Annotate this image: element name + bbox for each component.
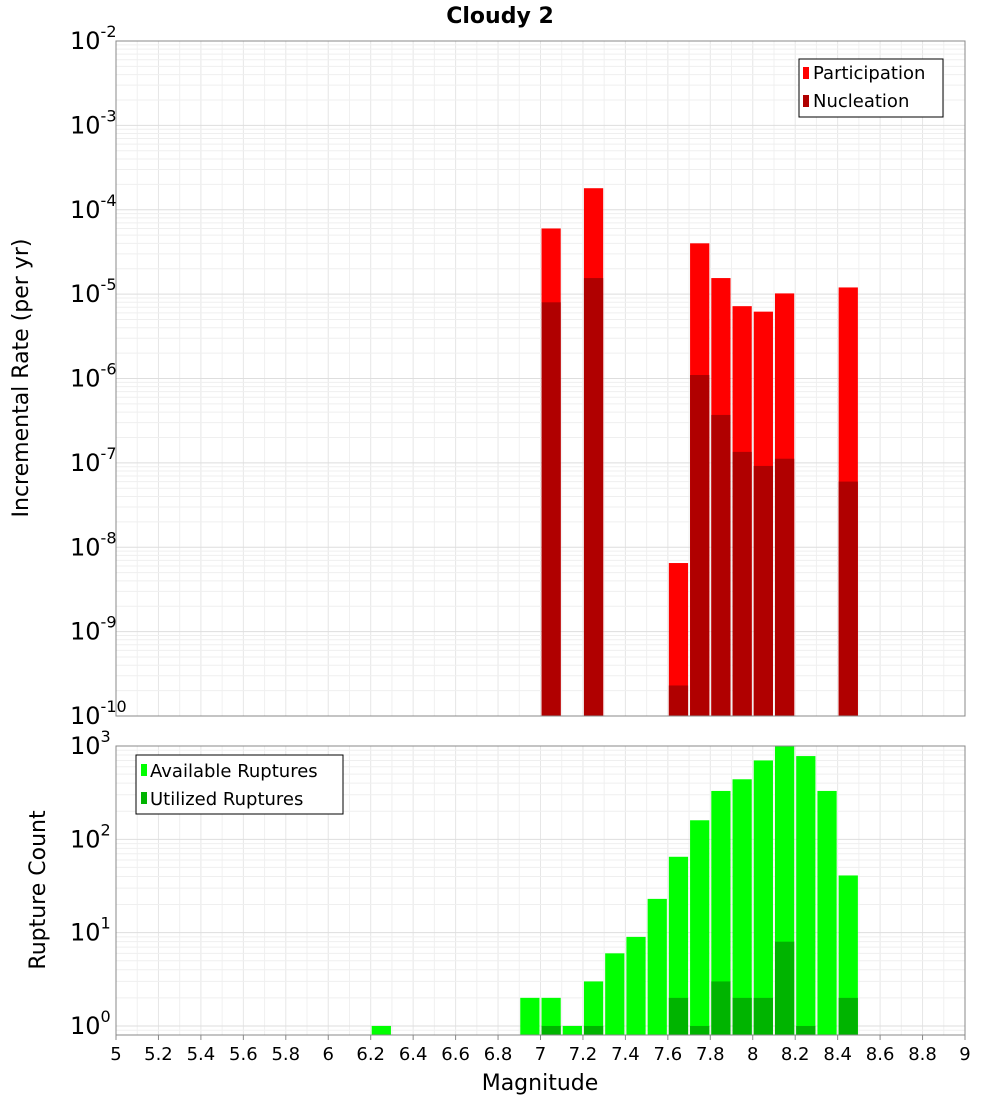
- x-tick-label: 8.8: [908, 1044, 937, 1065]
- bar-utilized-ruptures: [732, 997, 752, 1035]
- y-tick-label: 100: [70, 1007, 111, 1040]
- bottom-grid: [115, 745, 966, 1036]
- bottom-panel-count: 100 101 102 103 5 5.2 5.4 5.6 5.8 6 6.2 6.4 6.6 6.8 7…: [26, 727, 971, 1096]
- bar-nucleation: [753, 465, 773, 716]
- bar-utilized-ruptures: [541, 1025, 561, 1035]
- legend-swatch-available: [141, 764, 147, 776]
- bottom-legend-box: [135, 754, 344, 815]
- bar-nucleation: [838, 481, 858, 716]
- bar-nucleation: [732, 451, 752, 716]
- legend-label-participation: Participation: [813, 63, 925, 84]
- top-y-ticks: 10-10 10-9 10-8 10-7 10-6 10-5 10-4 10-3 10-2: [70, 22, 127, 730]
- bar-nucleation: [690, 375, 710, 716]
- y-tick-label: 10-4: [70, 191, 117, 224]
- x-tick-label: 7: [535, 1044, 546, 1065]
- bar-nucleation: [583, 278, 604, 716]
- bar-available-ruptures: [753, 760, 773, 1035]
- bar-available-ruptures: [541, 997, 561, 1035]
- legend-swatch-participation: [803, 67, 809, 79]
- x-tick-label: 6.4: [399, 1044, 428, 1065]
- bar-available-ruptures: [647, 898, 667, 1035]
- top-grid: [115, 40, 966, 717]
- bar-available-ruptures: [583, 981, 604, 1035]
- bar-available-ruptures: [371, 1025, 391, 1035]
- bar-nucleation: [774, 458, 795, 716]
- x-tick-label: 7.4: [611, 1044, 640, 1065]
- bar-utilized-ruptures: [690, 1025, 710, 1035]
- legend-label-utilized: Utilized Ruptures: [150, 789, 303, 810]
- x-tick-label: 7.2: [569, 1044, 598, 1065]
- bar-available-ruptures: [690, 820, 710, 1035]
- x-tick-label: 6.6: [441, 1044, 470, 1065]
- x-tick-label: 8: [747, 1044, 758, 1065]
- x-tick-label: 5.8: [271, 1044, 300, 1065]
- bar-nucleation: [711, 414, 731, 716]
- x-tick-label: 7.6: [654, 1044, 683, 1065]
- bar-available-ruptures: [817, 790, 837, 1035]
- y-tick-label: 10-5: [70, 275, 117, 308]
- top-plot-border: [115, 40, 966, 717]
- x-axis-label: Magnitude: [482, 1071, 599, 1096]
- y-tick-label: 10-10: [70, 697, 127, 730]
- legend-label-available: Available Ruptures: [150, 761, 318, 782]
- x-tick-label: 5.6: [229, 1044, 258, 1065]
- bar-available-ruptures: [562, 1025, 582, 1035]
- x-tick-label: 8.4: [823, 1044, 852, 1065]
- y-tick-label: 10-8: [70, 528, 117, 561]
- top-y-axis-label: Incremental Rate (per yr): [9, 239, 34, 518]
- bar-available-ruptures: [668, 856, 689, 1035]
- y-tick-label: 101: [70, 914, 111, 947]
- y-tick-label: 10-2: [70, 22, 117, 55]
- bottom-x-ticks: 5 5.2 5.4 5.6 5.8 6 6.2 6.4 6.6 6.8 7 7.2 7.4 7.6 7.8 8…: [110, 1035, 971, 1065]
- bar-available-ruptures: [605, 953, 625, 1035]
- legend-label-nucleation: Nucleation: [813, 91, 909, 112]
- bottom-y-axis-label: Rupture Count: [26, 810, 51, 970]
- x-tick-label: 6.8: [484, 1044, 513, 1065]
- bar-participation: [668, 563, 689, 716]
- bottom-y-ticks: 100 101 102 103: [70, 727, 111, 1040]
- bar-utilized-ruptures: [774, 941, 795, 1035]
- y-tick-label: 10-9: [70, 613, 117, 646]
- legend-swatch-utilized: [141, 792, 147, 804]
- legend-swatch-nucleation: [803, 95, 809, 107]
- x-tick-label: 8.6: [866, 1044, 895, 1065]
- top-legend: Participation Nucleation: [798, 58, 944, 118]
- y-tick-label: 102: [70, 820, 111, 853]
- x-tick-label: 7.8: [696, 1044, 725, 1065]
- y-tick-label: 10-6: [70, 360, 117, 393]
- top-bars: [541, 188, 858, 717]
- bar-available-ruptures: [626, 936, 646, 1035]
- bar-available-ruptures: [838, 875, 858, 1035]
- x-tick-label: 5.4: [187, 1044, 216, 1065]
- top-legend-box: [798, 58, 944, 118]
- x-tick-label: 5: [110, 1044, 121, 1065]
- x-tick-label: 6: [323, 1044, 334, 1065]
- y-tick-label: 103: [70, 727, 111, 760]
- bar-available-ruptures: [732, 779, 752, 1035]
- bar-nucleation: [541, 302, 561, 716]
- bar-utilized-ruptures: [668, 997, 689, 1035]
- bar-available-ruptures: [796, 756, 816, 1035]
- bar-nucleation: [668, 685, 689, 716]
- top-panel-rate: 10-10 10-9 10-8 10-7 10-6 10-5 10-4 10-3 10-2 In…: [9, 22, 966, 730]
- bar-utilized-ruptures: [796, 1025, 816, 1035]
- bar-available-ruptures: [711, 790, 731, 1035]
- y-tick-label: 10-7: [70, 444, 117, 477]
- bar-utilized-ruptures: [838, 997, 858, 1035]
- bar-utilized-ruptures: [753, 997, 773, 1035]
- bar-available-ruptures: [520, 997, 540, 1035]
- x-tick-label: 6.2: [356, 1044, 385, 1065]
- bottom-bars: [371, 746, 858, 1035]
- x-tick-label: 9: [959, 1044, 970, 1065]
- x-tick-label: 8.2: [781, 1044, 810, 1065]
- bar-utilized-ruptures: [711, 981, 731, 1035]
- bar-utilized-ruptures: [583, 1025, 604, 1035]
- x-tick-label: 5.2: [144, 1044, 173, 1065]
- bottom-legend: Available Ruptures Utilized Ruptures: [135, 754, 344, 815]
- y-tick-label: 10-3: [70, 106, 117, 139]
- chart-title: Cloudy 2: [446, 4, 554, 29]
